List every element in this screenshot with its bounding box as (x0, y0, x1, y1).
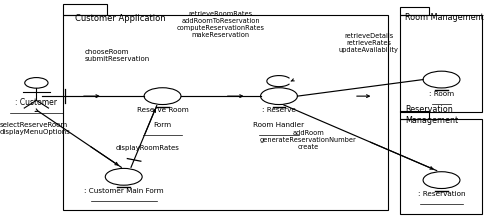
Text: : Room: : Room (429, 91, 454, 97)
Bar (400, 7, 430, 15)
Text: selectReserveRoom
displayMenuOptions: selectReserveRoom displayMenuOptions (0, 122, 71, 135)
Bar (400, 119, 482, 214)
Text: addRoom
generateReservationNumber
create: addRoom generateReservationNumber create (260, 130, 356, 150)
Text: : Customer Main Form: : Customer Main Form (84, 188, 164, 194)
Text: : Reserve: : Reserve (262, 107, 296, 113)
Text: Reservation
Management: Reservation Management (405, 105, 458, 125)
Bar (400, 15, 482, 112)
Text: Reserve Room: Reserve Room (136, 107, 188, 113)
Bar (400, 110, 430, 119)
Bar (63, 15, 388, 210)
Text: Form: Form (154, 122, 172, 128)
Text: : Reservation: : Reservation (418, 191, 466, 197)
Text: : Customer: : Customer (16, 98, 58, 107)
Text: chooseRoom
submitReservation: chooseRoom submitReservation (85, 49, 150, 62)
Bar (63, 4, 106, 15)
Text: Customer Application: Customer Application (75, 14, 166, 23)
Text: retrieveDetails
retrieveRates
updateAvailability: retrieveDetails retrieveRates updateAvai… (339, 33, 398, 53)
Text: Room Handler: Room Handler (254, 122, 304, 128)
Text: retrieveRoomRates
addRoomToReservation
computeReservationRates
makeReservation: retrieveRoomRates addRoomToReservation c… (177, 11, 265, 38)
Text: Room Management: Room Management (405, 13, 484, 22)
Text: displayRoomRates: displayRoomRates (116, 145, 180, 151)
